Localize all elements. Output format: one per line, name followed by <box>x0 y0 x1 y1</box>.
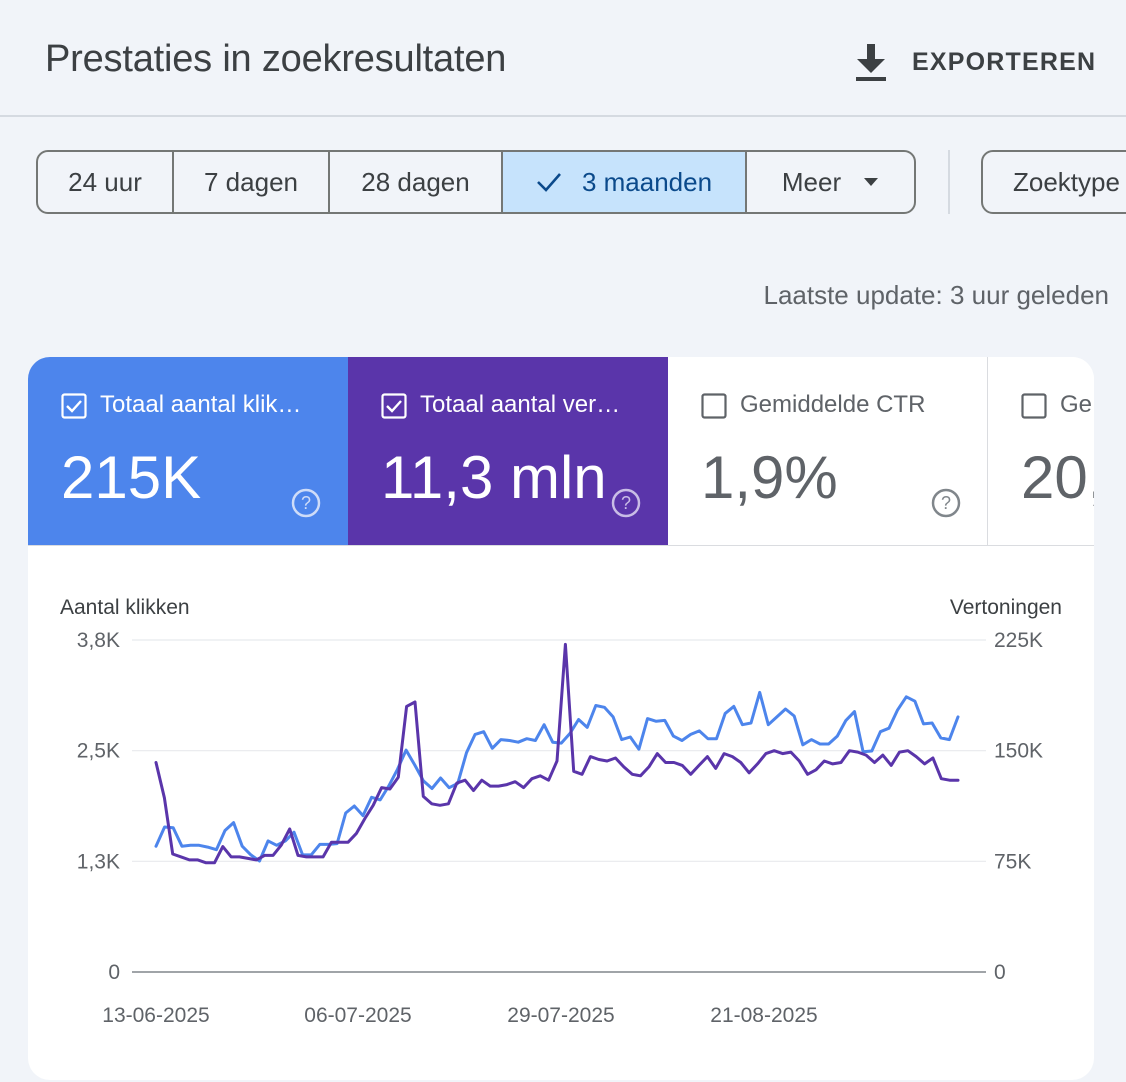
download-icon <box>856 44 886 81</box>
range-28-days[interactable]: 28 dagen <box>330 152 503 212</box>
metric-label: Totaal aantal klik… <box>100 391 302 418</box>
y-left-tick-label: 3,8K <box>77 629 120 652</box>
caret-down-icon <box>863 177 879 187</box>
checkbox-checked-icon[interactable] <box>381 393 407 419</box>
help-icon[interactable]: ? <box>930 487 962 519</box>
search-type-filter-button[interactable]: Zoektype <box>981 150 1126 214</box>
help-icon[interactable]: ? <box>610 487 642 519</box>
metric-average-ctr[interactable]: Gemiddelde CTR 1,9% ? <box>668 357 988 545</box>
date-range-selector: 24 uur 7 dagen 28 dagen 3 maanden Meer <box>36 150 916 214</box>
y-left-tick-label: 1,3K <box>77 850 120 873</box>
filter-label: Zoektype <box>1013 166 1120 197</box>
help-icon[interactable]: ? <box>290 487 322 519</box>
range-label: 24 uur <box>68 166 142 197</box>
metric-value: 20, <box>1021 444 1094 511</box>
range-more-dropdown[interactable]: Meer <box>747 152 914 212</box>
y-right-tick-label: 225K <box>994 629 1043 652</box>
y-right-tick-label: 150K <box>994 740 1043 763</box>
metric-label: Totaal aantal ver… <box>420 391 621 418</box>
x-tick-label: 21-08-2025 <box>710 1004 817 1027</box>
impressions-series-line <box>154 642 960 865</box>
y-left-tick-label: 2,5K <box>77 740 120 763</box>
page-header: Prestaties in zoekresultaten EXPORTEREN <box>0 0 1126 117</box>
y-right-axis-title: Vertoningen <box>950 596 1062 619</box>
x-tick-label: 13-06-2025 <box>102 1004 209 1027</box>
metric-total-impressions[interactable]: Totaal aantal ver… 11,3 mln ? <box>348 357 668 545</box>
range-7-days[interactable]: 7 dagen <box>174 152 330 212</box>
checkbox-checked-icon[interactable] <box>61 393 87 419</box>
metric-total-clicks[interactable]: Totaal aantal klik… 215K ? <box>28 357 348 545</box>
y-right-tick-label: 75K <box>994 850 1031 873</box>
clicks-series-line <box>154 690 960 863</box>
export-button[interactable]: EXPORTEREN <box>852 40 1096 84</box>
y-left-tick-label: 0 <box>108 961 120 984</box>
performance-card: Totaal aantal klik… 215K ? Totaal aantal… <box>28 357 1094 1080</box>
metric-value: 11,3 mln <box>381 444 607 511</box>
svg-text:?: ? <box>621 493 631 513</box>
x-tick-label: 06-07-2025 <box>304 1004 411 1027</box>
range-label: 7 dagen <box>204 166 298 197</box>
last-update-text: Laatste update: 3 uur geleden <box>763 280 1109 310</box>
performance-chart: Aantal klikken Vertoningen 3,8K 225K 2,5K 1… <box>28 545 1094 1080</box>
checkbox-unchecked-icon[interactable] <box>701 393 727 419</box>
metric-tabs: Totaal aantal klik… 215K ? Totaal aantal… <box>28 357 1094 546</box>
metric-value: 215K <box>61 444 202 511</box>
range-24-hours[interactable]: 24 uur <box>38 152 174 212</box>
svg-text:?: ? <box>301 493 311 513</box>
range-label: 28 dagen <box>361 166 470 197</box>
range-3-months[interactable]: 3 maanden <box>503 152 747 212</box>
metric-value: 1,9% <box>701 444 838 511</box>
checkbox-unchecked-icon[interactable] <box>1021 393 1047 419</box>
svg-text:?: ? <box>941 493 951 513</box>
range-label: 3 maanden <box>581 166 713 197</box>
toolbar-divider <box>948 150 950 214</box>
metric-label: Gemiddelde CTR <box>740 391 926 418</box>
chart-svg: Aantal klikken Vertoningen 3,8K 225K 2,5K 1… <box>60 596 1062 1027</box>
x-tick-label: 29-07-2025 <box>507 1004 614 1027</box>
y-right-tick-label: 0 <box>994 961 1006 984</box>
y-left-axis-title: Aantal klikken <box>60 596 190 619</box>
export-label: EXPORTEREN <box>912 47 1097 76</box>
check-icon <box>536 171 562 193</box>
page-title: Prestaties in zoekresultaten <box>45 38 507 80</box>
metric-average-position[interactable]: Ge 20, <box>988 357 1094 545</box>
range-label: Meer <box>781 166 842 197</box>
metric-label: Ge <box>1060 391 1093 418</box>
